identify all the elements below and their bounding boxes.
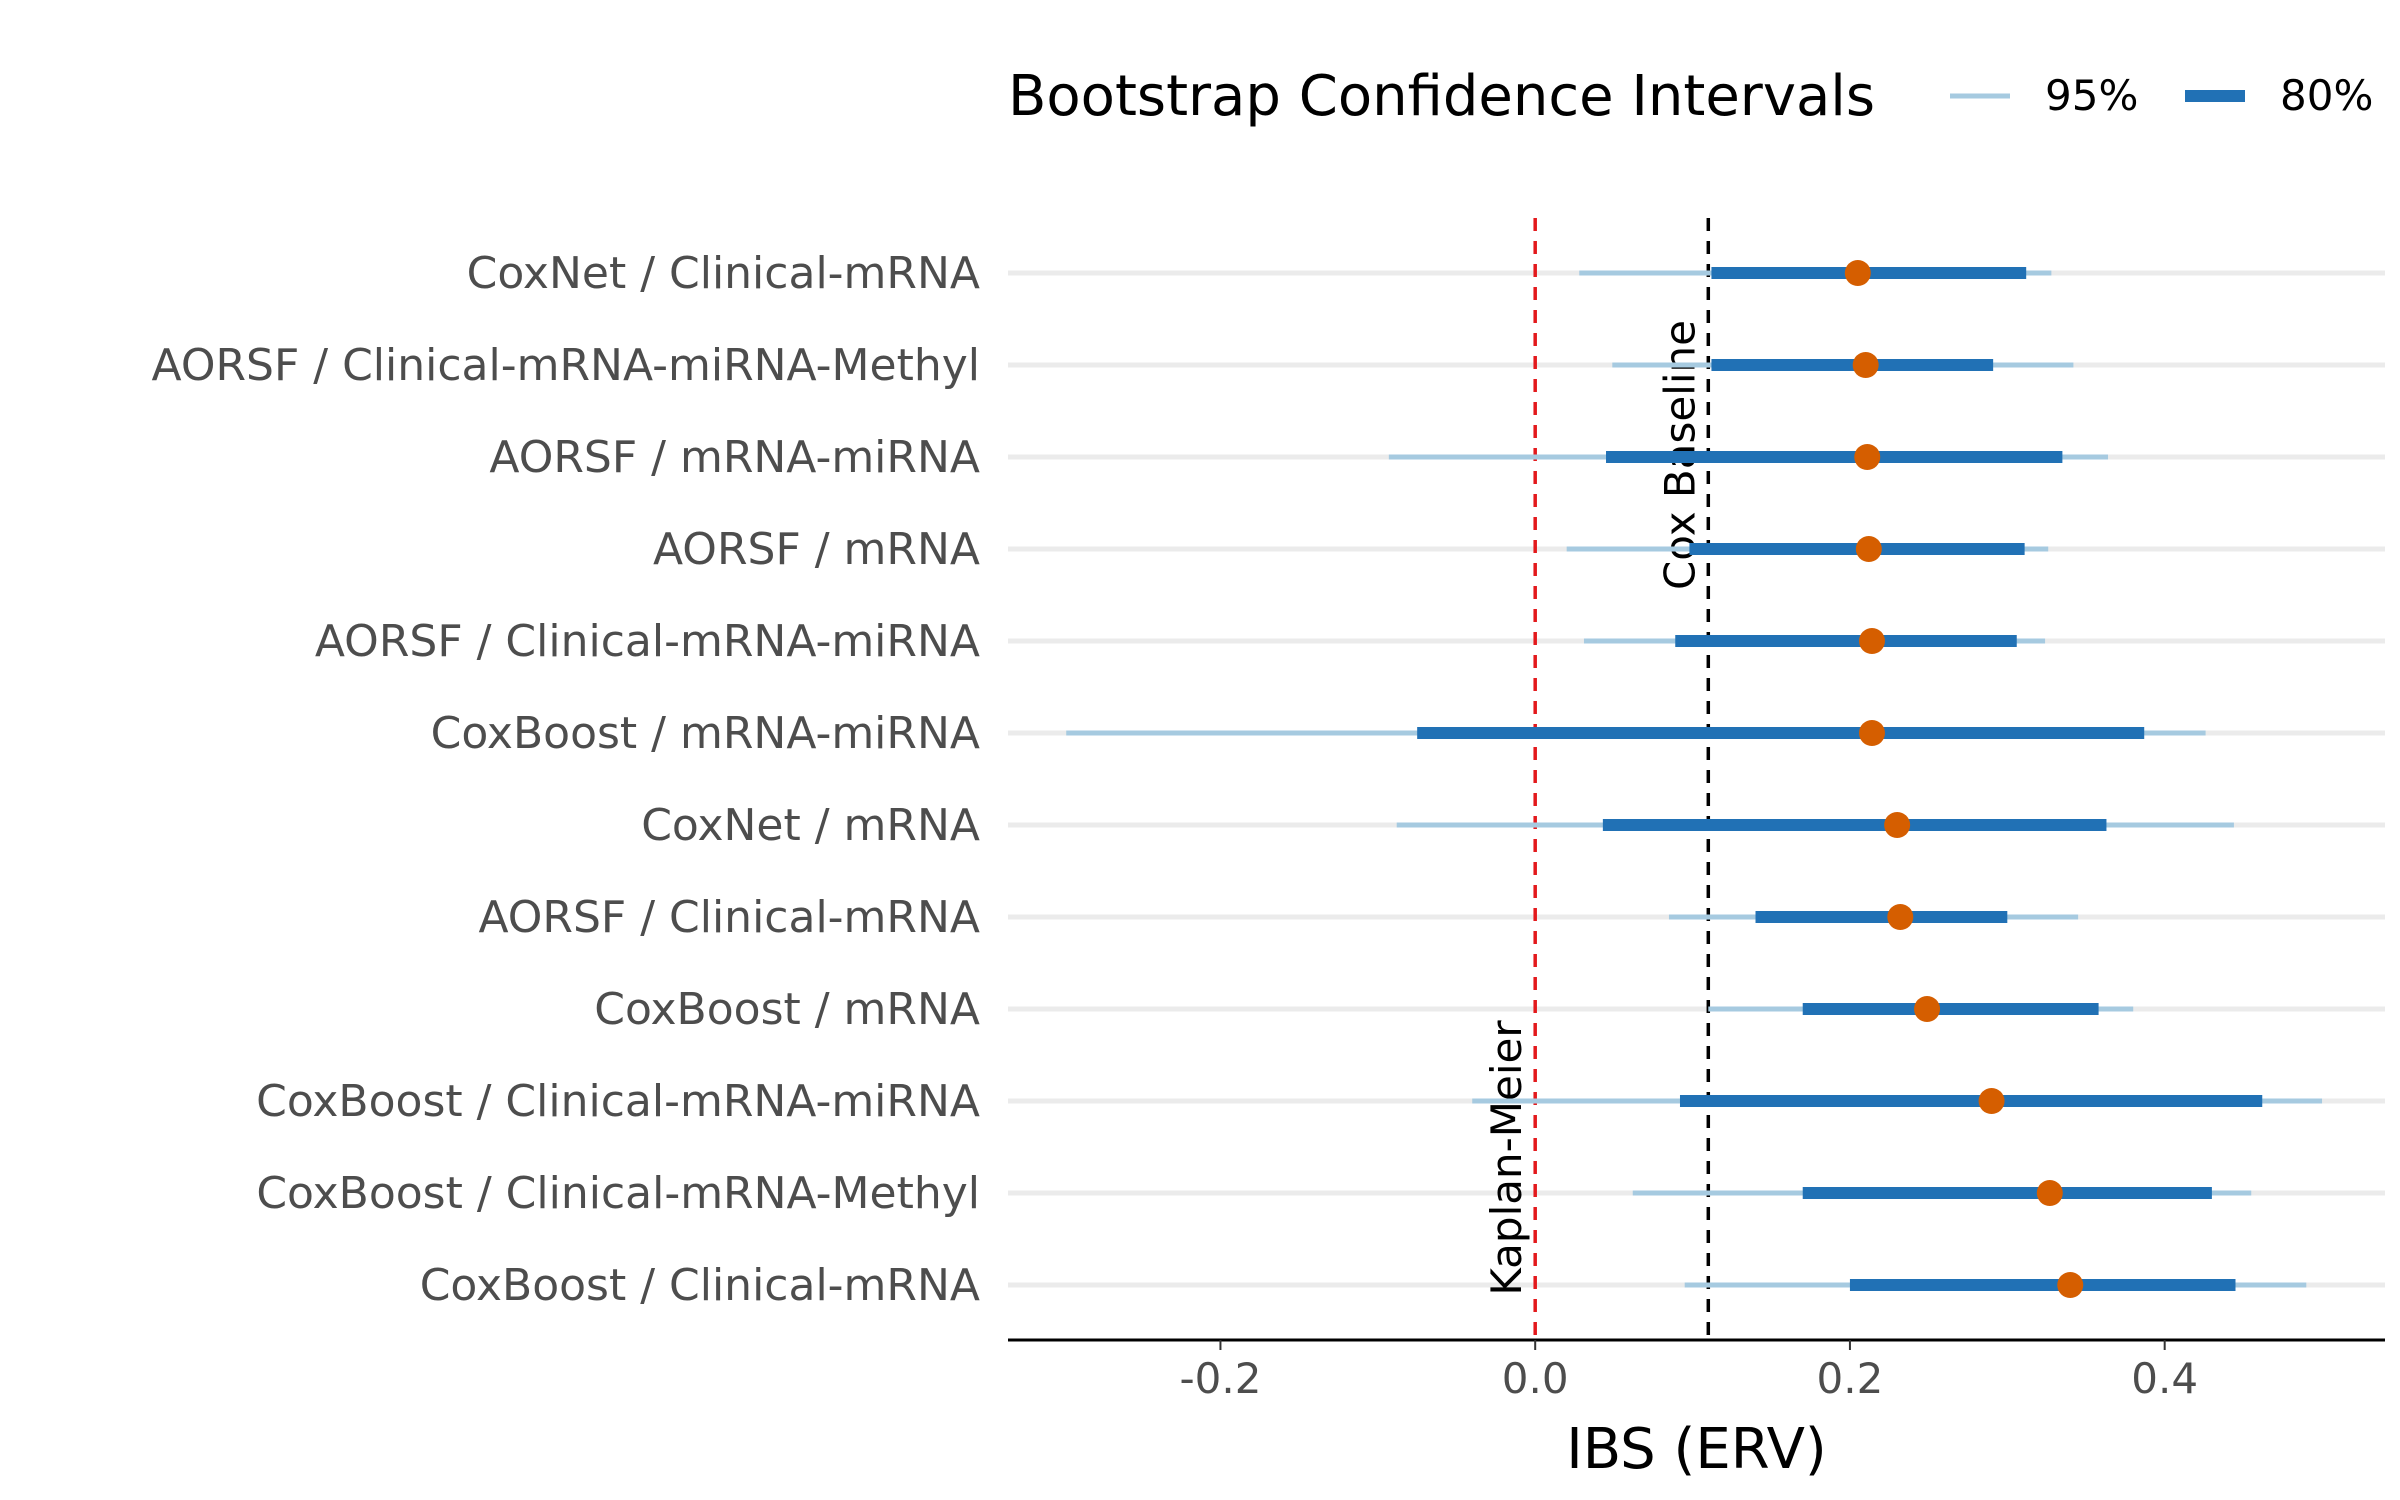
point-estimate [2057, 1272, 2084, 1298]
point-estimate [1858, 628, 1885, 654]
confidence-intervals [1066, 267, 2323, 1291]
row-label: CoxBoost / mRNA [594, 984, 980, 1035]
point-estimate [1852, 352, 1879, 378]
legend: Bootstrap Confidence Intervals 95% 80% [1008, 64, 2373, 129]
row-label: CoxBoost / Clinical-mRNA-Methyl [256, 1168, 980, 1219]
row-label: CoxBoost / Clinical-mRNA-miRNA [256, 1076, 980, 1127]
x-tick-label: 0.2 [1817, 1354, 1884, 1403]
point-estimate [1855, 536, 1882, 562]
point-estimate [2036, 1180, 2063, 1206]
point-estimate [1858, 720, 1885, 746]
legend-entries: 95% 80% [1950, 71, 2373, 120]
row-labels: CoxNet / Clinical-mRNA AORSF / Clinical-m… [152, 248, 980, 1311]
row-label: CoxNet / mRNA [641, 800, 980, 851]
row-label: AORSF / mRNA [653, 524, 980, 575]
row-label: AORSF / Clinical-mRNA [478, 892, 980, 943]
point-estimate [1887, 904, 1914, 930]
row-label: CoxBoost / mRNA-miRNA [431, 708, 980, 759]
row-label: CoxNet / Clinical-mRNA [467, 248, 980, 299]
row-label: AORSF / Clinical-mRNA-miRNA-Methyl [152, 340, 980, 391]
x-tick-label: -0.2 [1179, 1354, 1261, 1403]
point-estimate [1844, 260, 1871, 286]
point-estimate [1978, 1088, 2005, 1114]
x-tick-label: 0.4 [2131, 1354, 2198, 1403]
point-estimate [1914, 996, 1941, 1022]
legend-title: Bootstrap Confidence Intervals [1008, 64, 1875, 129]
x-axis: -0.2 0.0 0.2 0.4 [1008, 1338, 2385, 1403]
x-axis-title: IBS (ERV) [1566, 1417, 1827, 1482]
legend-label: 80% [2280, 71, 2373, 120]
reference-line-label: Kaplan-Meier [1482, 1020, 1531, 1296]
legend-label: 95% [2045, 71, 2138, 120]
point-estimate [1884, 812, 1911, 838]
row-label: AORSF / Clinical-mRNA-miRNA [315, 616, 980, 667]
x-tick-label: 0.0 [1502, 1354, 1569, 1403]
row-label: CoxBoost / Clinical-mRNA [420, 1260, 980, 1311]
point-estimates [1844, 260, 2084, 1298]
row-label: AORSF / mRNA-miRNA [489, 432, 980, 483]
point-estimate [1854, 444, 1881, 470]
